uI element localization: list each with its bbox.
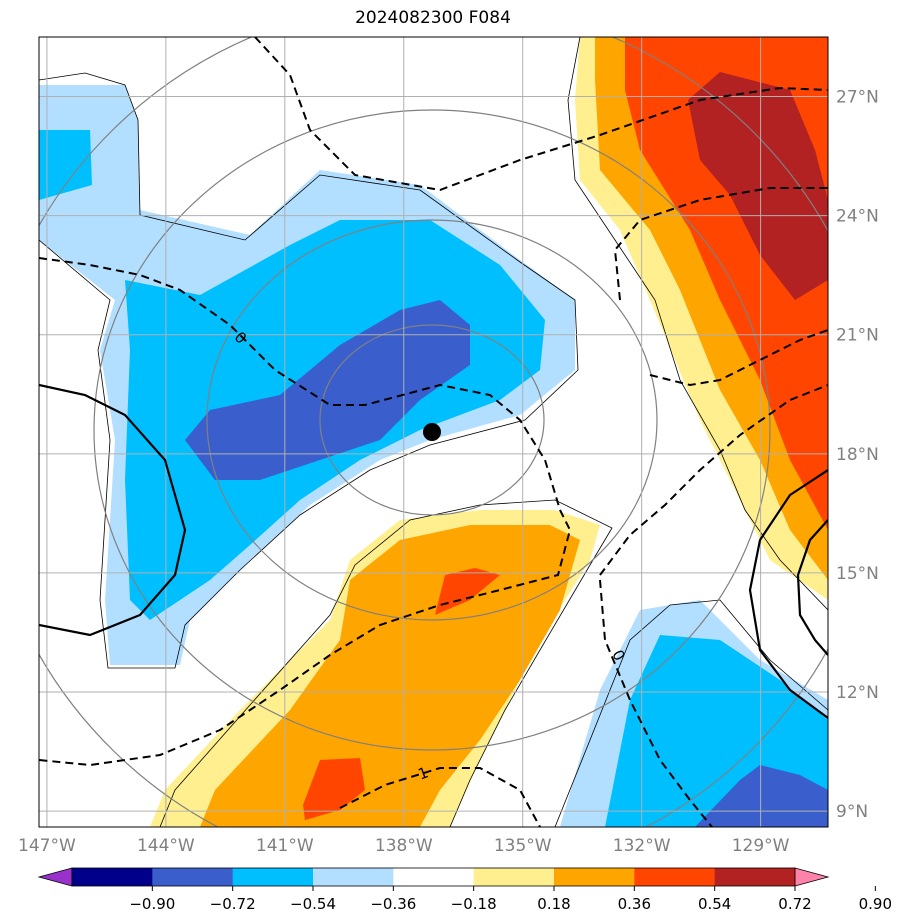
colorbar-tick-label: −0.54	[290, 895, 336, 913]
neg-region-core	[185, 300, 470, 480]
colorbar-segment	[393, 868, 475, 886]
lon-tick-label: 132°W	[613, 836, 671, 856]
lon-tick-label: 129°W	[732, 836, 790, 856]
lat-tick-label: 12°N	[836, 683, 879, 703]
colorbar-frame	[71, 867, 796, 887]
chart-title: 2024082300 F084	[355, 8, 511, 28]
solid-contours	[39, 383, 828, 719]
colorbar-segment	[554, 868, 635, 886]
lon-tick-label: 144°W	[137, 836, 195, 856]
colorbar-segment	[152, 868, 234, 886]
pos-region-south-2	[200, 525, 580, 827]
colorbar-segment	[72, 868, 153, 886]
colorbar-extend-high	[794, 867, 830, 887]
colorbar-tick-label: −0.90	[129, 895, 175, 913]
colorbar-segment	[473, 868, 555, 886]
dashed-contours	[39, 37, 828, 827]
colorbar-segment	[232, 868, 314, 886]
center-marker	[423, 423, 441, 441]
plot-frame	[38, 36, 829, 828]
colorbar-tick-label: 0.90	[859, 895, 892, 913]
neg-region-north	[39, 130, 92, 200]
latitude-tick-labels: 9°N 12°N 15°N 18°N 21°N 24°N 27°N	[836, 88, 879, 823]
lon-tick-label: 141°W	[256, 836, 314, 856]
colorbar-segment	[634, 868, 716, 886]
lon-tick-label: 147°W	[18, 836, 76, 856]
colorbar-tick-label: 0.36	[618, 895, 651, 913]
lat-tick-label: 9°N	[836, 802, 868, 822]
range-ring-middle	[206, 219, 658, 621]
colorbar-segment	[313, 868, 394, 886]
colorbar-tick-label: 0.54	[698, 895, 731, 913]
colorbar-tick-label: −0.72	[210, 895, 256, 913]
pos-region-northeast-core	[688, 72, 828, 300]
pos-region-south-core	[435, 568, 500, 615]
lat-tick-label: 15°N	[836, 564, 879, 584]
colorbar-tick-label: 0.72	[778, 895, 811, 913]
range-ring-outer	[93, 109, 771, 751]
colorbar-tick-label: −0.36	[370, 895, 416, 913]
pos-region-south-core-2	[303, 758, 365, 820]
lat-tick-label: 21°N	[836, 326, 879, 346]
lon-tick-label: 138°W	[375, 836, 433, 856]
lat-tick-label: 27°N	[836, 88, 879, 108]
range-ring-inner	[319, 324, 545, 516]
lat-tick-label: 24°N	[836, 207, 879, 227]
lat-tick-label: 18°N	[836, 445, 879, 465]
colorbar: −0.90 −0.72 −0.54 −0.36 −0.18 0.18 0.36 0.54 0.7…	[37, 867, 892, 913]
plot-area: 0 0 1	[39, 37, 828, 827]
lon-tick-label: 135°W	[494, 836, 552, 856]
range-rings	[39, 37, 828, 827]
colorbar-segment	[714, 868, 796, 886]
grid-lines	[39, 37, 828, 827]
colorbar-extend-low	[37, 867, 73, 887]
longitude-tick-labels: 147°W 144°W 141°W 138°W 135°W 132°W 129°W	[18, 836, 790, 856]
colorbar-tick-label: 0.18	[537, 895, 570, 913]
colorbar-tick-label: −0.18	[451, 895, 497, 913]
